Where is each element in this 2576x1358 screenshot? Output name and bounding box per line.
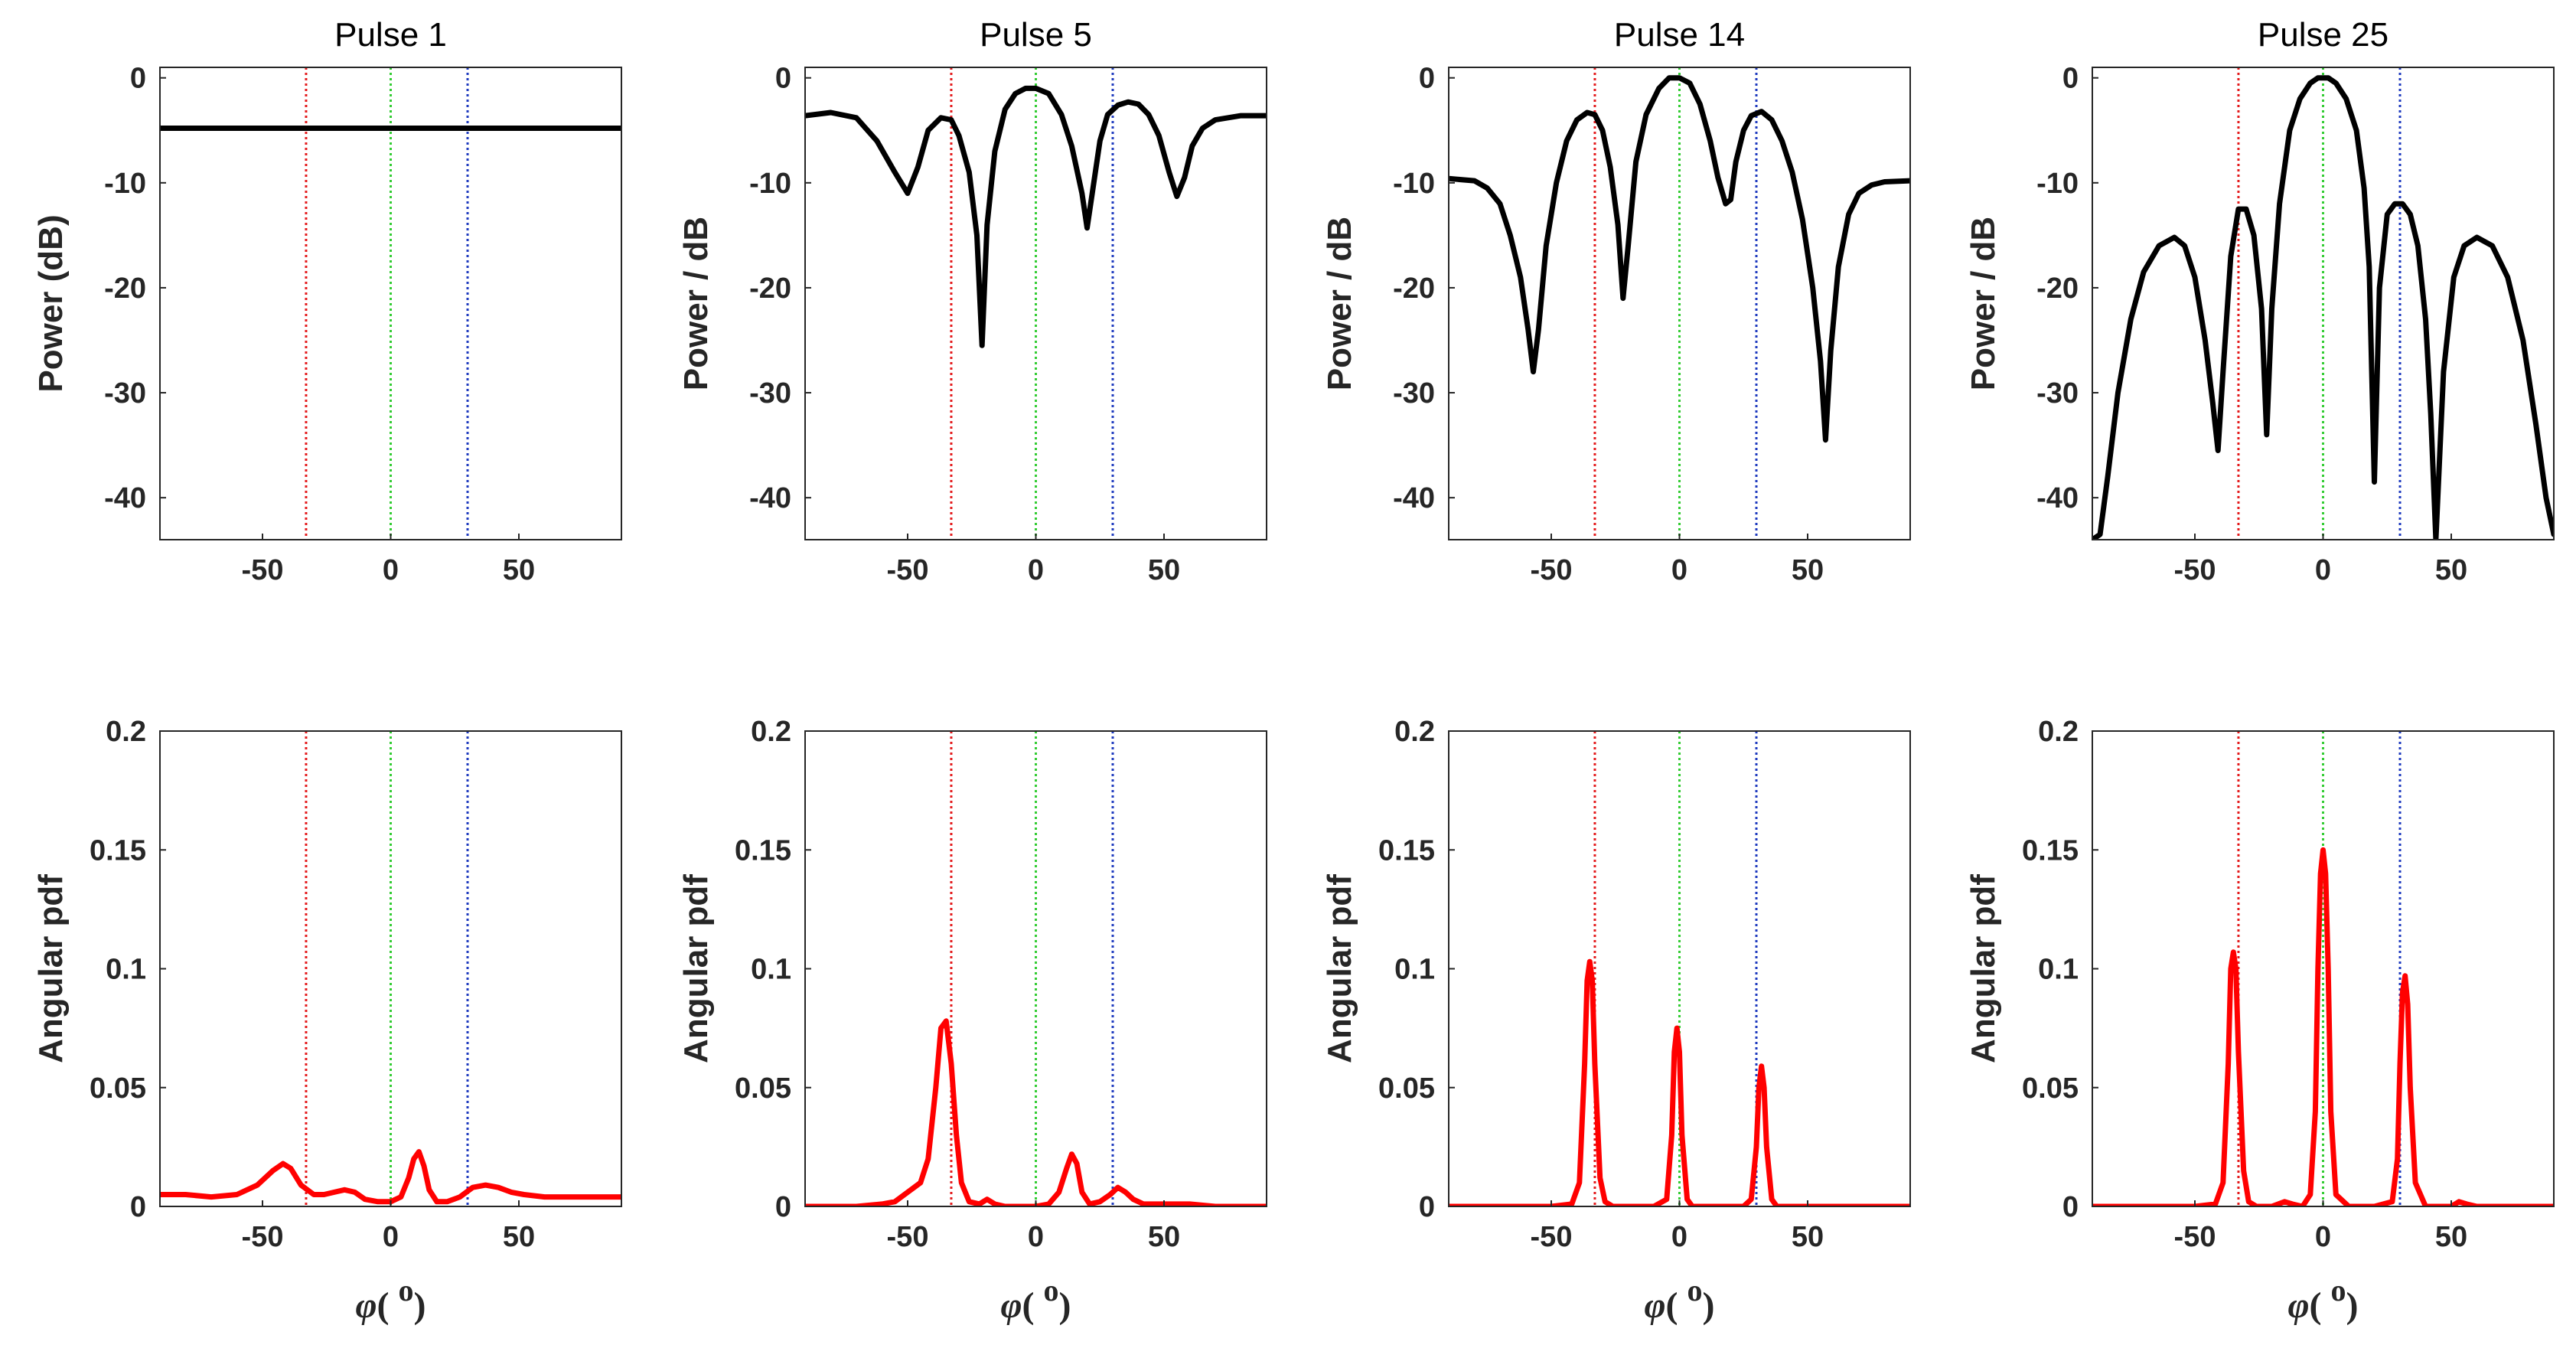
y-tick-label: -30 [1393,377,1435,410]
y-tick-label: -40 [2036,482,2079,514]
chart-panel: -50 0 50 -40 -30 -20 -10 0 Power / dB Pulse 5 [677,16,1267,586]
y-tick-label: -20 [104,273,146,305]
chart-panel: -50 0 50 -40 -30 -20 -10 0 Power (dB) Pulse 1 [32,16,622,586]
y-tick-label: 0.05 [2022,1072,2079,1105]
y-tick-label: 0 [1419,1191,1435,1223]
x-axis-label: φ( o) [2287,1273,2358,1326]
y-tick-label: 0.1 [751,954,791,986]
series-line [1449,75,1910,443]
x-tick-label: 0 [2315,554,2331,586]
y-tick-label: 0 [130,63,146,95]
y-axis-label: Angular pdf [1321,874,1358,1063]
x-tick-label: 50 [503,1221,535,1253]
chart-panel: -50 0 50 0 0.05 0.1 0.15 0.2 Angular pdf φ( o) [32,716,622,1326]
y-tick-label: -30 [2036,377,2079,410]
y-tick-label: 0.2 [2038,716,2079,748]
x-tick-label: 0 [383,1221,399,1253]
x-tick-label: 0 [1671,554,1687,586]
y-axis-label: Angular pdf [677,874,715,1063]
x-tick-label: 0 [1671,1221,1687,1253]
y-tick-label: -40 [104,482,146,514]
x-axis-label: φ( o) [355,1273,426,1326]
series-line [805,85,1267,348]
chart-panel: -50 0 50 -40 -30 -20 -10 0 Power / dB Pulse 25 [1965,16,2555,586]
x-axis-label: φ( o) [1644,1273,1714,1326]
x-tick-label: 50 [1792,1221,1824,1253]
y-tick-label: -10 [1393,168,1435,200]
x-tick-label: 0 [1028,554,1044,586]
x-tick-label: 50 [1148,554,1180,586]
x-tick-label: 50 [503,554,535,586]
y-tick-label: 0 [2062,63,2079,95]
y-tick-label: -20 [749,273,791,305]
series-line [2092,847,2554,1206]
chart-panel: -50 0 50 0 0.05 0.1 0.15 0.2 Angular pdf φ( o) [1965,716,2555,1326]
chart-panel: -50 0 50 -40 -30 -20 -10 0 Power / dB Pulse 14 [1321,16,1911,586]
y-axis-label: Angular pdf [1965,874,2002,1063]
chart-title: Pulse 14 [1614,16,1745,54]
series-line [2092,75,2554,540]
y-tick-label: 0.15 [735,834,791,867]
x-tick-label: -50 [242,1221,284,1253]
y-tick-label: 0 [2062,1191,2079,1223]
y-tick-label: -40 [1393,482,1435,514]
y-tick-label: 0.2 [751,716,791,748]
x-tick-label: -50 [1531,1221,1573,1253]
y-tick-label: -10 [2036,168,2079,200]
x-tick-label: -50 [2174,554,2216,586]
y-tick-label: 0.1 [1394,954,1435,986]
x-tick-label: -50 [242,554,284,586]
y-axis-label: Power / dB [1965,217,2002,390]
y-tick-label: 0 [775,63,791,95]
y-axis-label: Power / dB [1321,217,1358,390]
y-axis-label: Angular pdf [32,874,70,1063]
chart-panel: -50 0 50 0 0.05 0.1 0.15 0.2 Angular pdf φ( o) [677,716,1267,1326]
x-tick-label: 0 [1028,1221,1044,1253]
y-tick-label: 0.1 [106,954,146,986]
chart-title: Pulse 25 [2258,16,2389,54]
x-tick-label: -50 [887,554,929,586]
chart-title: Pulse 1 [334,16,447,54]
y-tick-label: 0 [775,1191,791,1223]
y-tick-label: -30 [104,377,146,410]
x-tick-label: 50 [2435,1221,2467,1253]
y-axis-label: Power / dB [677,217,715,390]
x-tick-label: 0 [2315,1221,2331,1253]
chart-panel: -50 0 50 0 0.05 0.1 0.15 0.2 Angular pdf φ( o) [1321,716,1911,1326]
y-tick-label: 0.2 [106,716,146,748]
y-tick-label: 0.2 [1394,716,1435,748]
y-tick-label: -10 [749,168,791,200]
x-tick-label: 50 [1792,554,1824,586]
x-tick-label: -50 [2174,1221,2216,1253]
x-axis-label: φ( o) [1000,1273,1071,1326]
y-tick-label: 0.1 [2038,954,2079,986]
panels-group: -50 0 50 -40 -30 -20 -10 0 Power (dB) Pulse 1 -50 0… [32,16,2555,1326]
y-tick-label: 0.15 [2022,834,2079,867]
y-tick-label: 0.15 [1378,834,1435,867]
y-tick-label: 0 [1419,63,1435,95]
y-tick-label: -20 [1393,273,1435,305]
y-tick-label: 0.05 [735,1072,791,1105]
series-line [160,1149,621,1205]
y-tick-label: -10 [104,168,146,200]
x-tick-label: 50 [1148,1221,1180,1253]
y-tick-label: -20 [2036,273,2079,305]
y-tick-label: 0 [130,1191,146,1223]
x-tick-label: 0 [383,554,399,586]
y-tick-label: -30 [749,377,791,410]
x-tick-label: -50 [1531,554,1573,586]
y-tick-label: 0.05 [90,1072,146,1105]
y-axis-label: Power (dB) [32,214,70,392]
series-line [805,1018,1267,1206]
x-tick-label: -50 [887,1221,929,1253]
y-tick-label: 0.05 [1378,1072,1435,1105]
x-tick-label: 50 [2435,554,2467,586]
chart-title: Pulse 5 [980,16,1092,54]
series-line [1449,958,1910,1206]
y-tick-label: -40 [749,482,791,514]
y-tick-label: 0.15 [90,834,146,867]
